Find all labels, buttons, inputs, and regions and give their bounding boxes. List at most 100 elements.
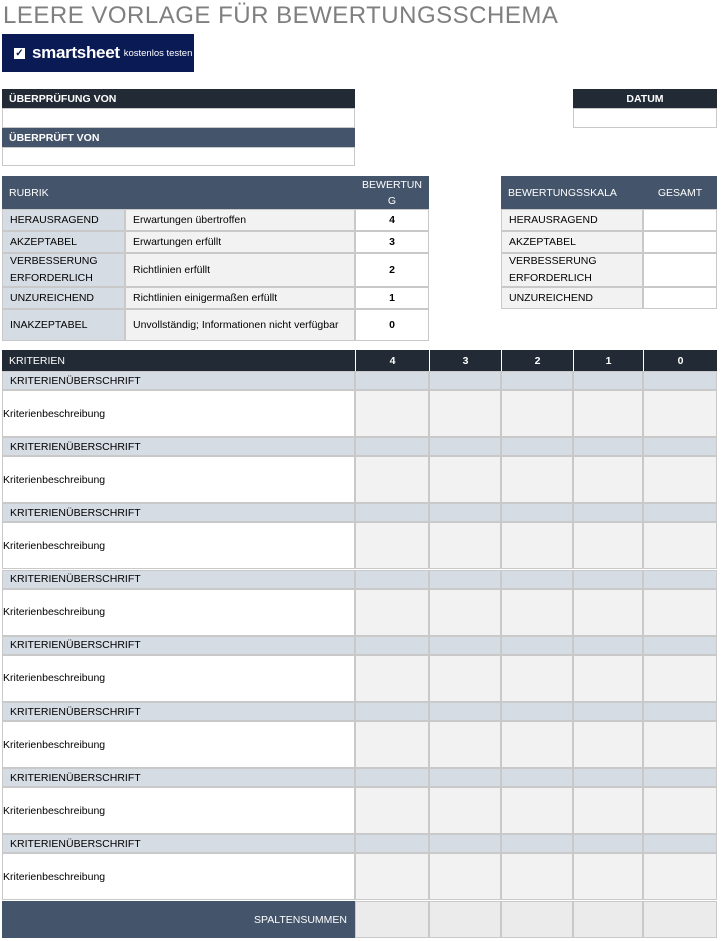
criteria-score-cell[interactable] — [573, 390, 643, 437]
criteria-score-cell[interactable] — [643, 456, 717, 504]
criteria-heading-score-cell[interactable] — [573, 569, 643, 589]
criteria-heading-score-cell[interactable] — [643, 569, 717, 589]
criteria-heading-score-cell[interactable] — [573, 702, 643, 721]
criteria-score-cell[interactable] — [501, 456, 573, 504]
criteria-heading-score-cell[interactable] — [429, 834, 501, 854]
criteria-heading-score-cell[interactable] — [429, 569, 501, 589]
criteria-heading[interactable]: KRITERIENÜBERSCHRIFT — [2, 834, 355, 854]
criteria-heading-score-cell[interactable] — [643, 371, 717, 390]
reviewer-field[interactable] — [2, 147, 355, 166]
criteria-score-cell[interactable] — [355, 721, 429, 768]
criteria-heading-score-cell[interactable] — [355, 503, 429, 523]
criteria-score-cell[interactable] — [643, 390, 717, 437]
criteria-score-cell[interactable] — [573, 654, 643, 702]
criteria-score-cell[interactable] — [429, 787, 501, 835]
criteria-heading-score-cell[interactable] — [501, 834, 573, 854]
scale-total-cell[interactable] — [643, 253, 717, 287]
criteria-heading-score-cell[interactable] — [501, 437, 573, 457]
criteria-score-cell[interactable] — [501, 654, 573, 702]
criteria-heading[interactable]: KRITERIENÜBERSCHRIFT — [2, 569, 355, 589]
criteria-score-cell[interactable] — [501, 390, 573, 437]
reviewed-by-field[interactable] — [2, 108, 355, 128]
criteria-heading-score-cell[interactable] — [501, 371, 573, 390]
criteria-score-cell[interactable] — [501, 853, 573, 901]
criteria-score-cell[interactable] — [643, 654, 717, 702]
criteria-heading-score-cell[interactable] — [355, 635, 429, 655]
criteria-heading-score-cell[interactable] — [643, 635, 717, 655]
smartsheet-logo-button[interactable]: ✓ smartsheet kostenlos testen — [2, 34, 194, 72]
criteria-score-cell[interactable] — [355, 456, 429, 504]
criteria-heading-score-cell[interactable] — [573, 635, 643, 655]
criteria-description[interactable]: Kriterienbeschreibung — [2, 522, 355, 570]
criteria-heading[interactable]: KRITERIENÜBERSCHRIFT — [2, 503, 355, 523]
criteria-heading-score-cell[interactable] — [643, 834, 717, 854]
criteria-description[interactable]: Kriterienbeschreibung — [2, 787, 355, 835]
criteria-heading-score-cell[interactable] — [355, 702, 429, 721]
criteria-score-cell[interactable] — [355, 588, 429, 636]
criteria-heading-score-cell[interactable] — [573, 768, 643, 788]
criteria-description[interactable]: Kriterienbeschreibung — [2, 721, 355, 768]
criteria-score-cell[interactable] — [429, 654, 501, 702]
criteria-score-cell[interactable] — [355, 787, 429, 835]
criteria-score-cell[interactable] — [573, 588, 643, 636]
criteria-heading-score-cell[interactable] — [355, 834, 429, 854]
scale-total-cell[interactable] — [643, 231, 717, 253]
date-field[interactable] — [573, 108, 717, 128]
criteria-heading[interactable]: KRITERIENÜBERSCHRIFT — [2, 635, 355, 655]
criteria-heading-score-cell[interactable] — [501, 569, 573, 589]
scale-total-cell[interactable] — [643, 209, 717, 231]
criteria-score-cell[interactable] — [355, 853, 429, 901]
criteria-score-cell[interactable] — [501, 721, 573, 768]
criteria-heading-score-cell[interactable] — [501, 768, 573, 788]
criteria-heading-score-cell[interactable] — [429, 503, 501, 523]
criteria-description[interactable]: Kriterienbeschreibung — [2, 588, 355, 636]
criteria-heading-score-cell[interactable] — [429, 371, 501, 390]
criteria-heading-score-cell[interactable] — [429, 437, 501, 457]
criteria-heading-score-cell[interactable] — [501, 503, 573, 523]
criteria-score-cell[interactable] — [355, 654, 429, 702]
criteria-score-cell[interactable] — [643, 721, 717, 768]
criteria-heading-score-cell[interactable] — [429, 768, 501, 788]
criteria-heading[interactable]: KRITERIENÜBERSCHRIFT — [2, 768, 355, 788]
criteria-score-cell[interactable] — [643, 588, 717, 636]
criteria-description[interactable]: Kriterienbeschreibung — [2, 390, 355, 437]
criteria-heading-score-cell[interactable] — [355, 371, 429, 390]
scale-total-cell[interactable] — [643, 287, 717, 309]
criteria-score-cell[interactable] — [573, 787, 643, 835]
criteria-heading[interactable]: KRITERIENÜBERSCHRIFT — [2, 702, 355, 721]
criteria-score-cell[interactable] — [643, 787, 717, 835]
criteria-heading-score-cell[interactable] — [573, 834, 643, 854]
criteria-score-cell[interactable] — [573, 721, 643, 768]
criteria-score-cell[interactable] — [429, 390, 501, 437]
criteria-score-cell[interactable] — [573, 522, 643, 570]
criteria-description[interactable]: Kriterienbeschreibung — [2, 853, 355, 901]
criteria-score-cell[interactable] — [573, 853, 643, 901]
criteria-heading-score-cell[interactable] — [573, 371, 643, 390]
criteria-heading-score-cell[interactable] — [429, 702, 501, 721]
criteria-heading[interactable]: KRITERIENÜBERSCHRIFT — [2, 437, 355, 457]
criteria-score-cell[interactable] — [355, 522, 429, 570]
criteria-heading[interactable]: KRITERIENÜBERSCHRIFT — [2, 371, 355, 390]
criteria-score-cell[interactable] — [429, 456, 501, 504]
criteria-score-cell[interactable] — [429, 522, 501, 570]
criteria-heading-score-cell[interactable] — [643, 768, 717, 788]
criteria-score-cell[interactable] — [429, 853, 501, 901]
criteria-heading-score-cell[interactable] — [501, 702, 573, 721]
criteria-score-cell[interactable] — [643, 853, 717, 901]
criteria-heading-score-cell[interactable] — [501, 635, 573, 655]
criteria-score-cell[interactable] — [573, 456, 643, 504]
criteria-score-cell[interactable] — [501, 588, 573, 636]
criteria-score-cell[interactable] — [501, 787, 573, 835]
criteria-score-cell[interactable] — [501, 522, 573, 570]
criteria-heading-score-cell[interactable] — [643, 503, 717, 523]
criteria-heading-score-cell[interactable] — [355, 569, 429, 589]
criteria-heading-score-cell[interactable] — [573, 503, 643, 523]
criteria-score-cell[interactable] — [643, 522, 717, 570]
criteria-description[interactable]: Kriterienbeschreibung — [2, 456, 355, 504]
criteria-heading-score-cell[interactable] — [643, 702, 717, 721]
criteria-heading-score-cell[interactable] — [573, 437, 643, 457]
criteria-heading-score-cell[interactable] — [355, 437, 429, 457]
criteria-heading-score-cell[interactable] — [643, 437, 717, 457]
criteria-score-cell[interactable] — [429, 588, 501, 636]
criteria-score-cell[interactable] — [355, 390, 429, 437]
